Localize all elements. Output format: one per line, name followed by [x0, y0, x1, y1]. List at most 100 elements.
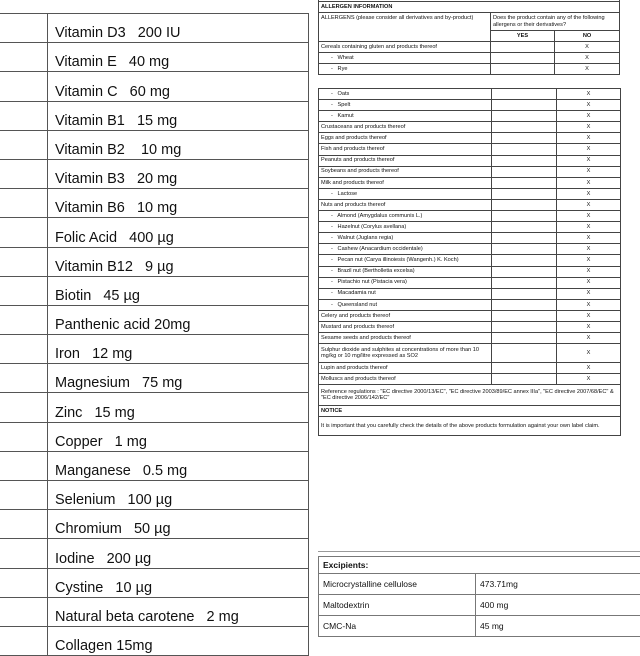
blank-cell — [0, 130, 48, 159]
yes-cell — [492, 122, 557, 133]
excipient-amount: 45 mg — [476, 616, 640, 637]
nutrient-label: Vitamin B1 15 mg — [48, 101, 309, 130]
nutrient-row: Vitamin E 40 mg — [0, 43, 309, 72]
allergen-label: Fish and products thereof — [319, 144, 492, 155]
blank-cell — [0, 510, 48, 539]
allergen-label: - Walnut (Juglans regia) — [319, 233, 492, 244]
yes-cell — [492, 100, 557, 111]
nutrient-label: Vitamin C 60 mg — [48, 72, 309, 101]
no-cell: X — [557, 277, 621, 288]
allergen-table-part1: ALLERGEN INFORMATION ALLERGENS (please c… — [318, 0, 620, 75]
yes-cell — [492, 363, 557, 374]
nutrient-row: Natural beta carotene 2 mg — [0, 597, 309, 626]
nutrient-row: Vitamin B2 10 mg — [0, 130, 309, 159]
notice-title: NOTICE — [319, 406, 621, 417]
allergen-row: - Pecan nut (Carya illinoiesis (Wangenh.… — [319, 255, 621, 266]
allergen-label: - Queensland nut — [319, 299, 492, 310]
nutrient-label: Vitamin B2 10 mg — [48, 130, 309, 159]
yes-cell — [492, 133, 557, 144]
yes-cell — [492, 288, 557, 299]
nutrient-label: Collagen 15mg — [48, 626, 309, 655]
no-cell: X — [557, 199, 621, 210]
nutrient-label: Vitamin B6 10 mg — [48, 189, 309, 218]
blank-cell — [0, 335, 48, 364]
allergen-label: Soybeans and products thereof — [319, 166, 492, 177]
yes-cell — [492, 144, 557, 155]
allergen-row: Fish and products thereof X — [319, 144, 621, 155]
no-cell: X — [557, 310, 621, 321]
nutrient-row: Vitamin B1 15 mg — [0, 101, 309, 130]
question-column-header: Does the product contain any of the foll… — [491, 13, 620, 31]
allergen-label: - Almond (Amygdalus communis L.) — [319, 211, 492, 222]
yes-cell — [492, 199, 557, 210]
blank-cell — [0, 305, 48, 334]
nutrient-label: Vitamin B3 20 mg — [48, 159, 309, 188]
nutrient-label: Iron 12 mg — [48, 335, 309, 364]
notice-text: It is important that you carefully check… — [319, 417, 621, 436]
allergen-label: Mustard and products thereof — [319, 321, 492, 332]
allergen-label: Peanuts and products thereof — [319, 155, 492, 166]
nutrient-label: Vitamin B12 9 µg — [48, 247, 309, 276]
nutrient-label: Manganese 0.5 mg — [48, 451, 309, 480]
no-cell: X — [557, 233, 621, 244]
allergen-label: - Pecan nut (Carya illinoiesis (Wangenh.… — [319, 255, 492, 266]
excipient-amount: 400 mg — [476, 595, 640, 616]
no-cell: X — [557, 266, 621, 277]
nutrient-label: Zinc 15 mg — [48, 393, 309, 422]
allergen-label: - Lactose — [319, 188, 492, 199]
no-cell: X — [557, 222, 621, 233]
yes-cell — [492, 333, 557, 344]
no-cell: X — [557, 122, 621, 133]
allergen-label: - Hazelnut (Corylus avellana) — [319, 222, 492, 233]
no-cell: X — [557, 288, 621, 299]
blank-cell — [0, 247, 48, 276]
allergen-row: - Walnut (Juglans regia) X — [319, 233, 621, 244]
allergen-row: - Almond (Amygdalus communis L.)X — [319, 211, 621, 222]
nutrient-label: Chromium 50 µg — [48, 510, 309, 539]
nutrient-label: Panthenic acid 20mg — [48, 305, 309, 334]
excipient-amount: 473.71mg — [476, 574, 640, 595]
blank-cell — [0, 568, 48, 597]
allergen-row: - Cashew (Anacardium occidentale)X — [319, 244, 621, 255]
allergen-label: - Rye — [319, 64, 491, 75]
nutrient-row: Vitamin C 60 mg — [0, 72, 309, 101]
nutrient-row: Copper 1 mg — [0, 422, 309, 451]
yes-cell — [492, 177, 557, 188]
allergen-row: Celery and products thereof X — [319, 310, 621, 321]
yes-cell — [492, 244, 557, 255]
no-cell: X — [557, 244, 621, 255]
nutrient-row: Vitamin B3 20 mg — [0, 159, 309, 188]
yes-cell — [492, 255, 557, 266]
allergen-row: - Hazelnut (Corylus avellana) X — [319, 222, 621, 233]
nutrient-label: Natural beta carotene 2 mg — [48, 597, 309, 626]
nutrient-label: Selenium 100 µg — [48, 481, 309, 510]
blank-cell — [0, 539, 48, 568]
no-column-header: NO — [555, 31, 620, 42]
blank-cell — [0, 218, 48, 247]
blank-cell — [0, 276, 48, 305]
no-cell: X — [557, 144, 621, 155]
allergen-label: Sulphur dioxide and sulphites at concent… — [319, 344, 492, 363]
no-cell: X — [557, 89, 621, 100]
no-cell: X — [557, 188, 621, 199]
blank-cell — [0, 393, 48, 422]
allergen-label: Celery and products thereof — [319, 310, 492, 321]
no-cell: X — [557, 344, 621, 363]
no-cell: X — [557, 255, 621, 266]
nutrient-label: Folic Acid 400 µg — [48, 218, 309, 247]
excipient-name: Maltodextrin — [319, 595, 476, 616]
